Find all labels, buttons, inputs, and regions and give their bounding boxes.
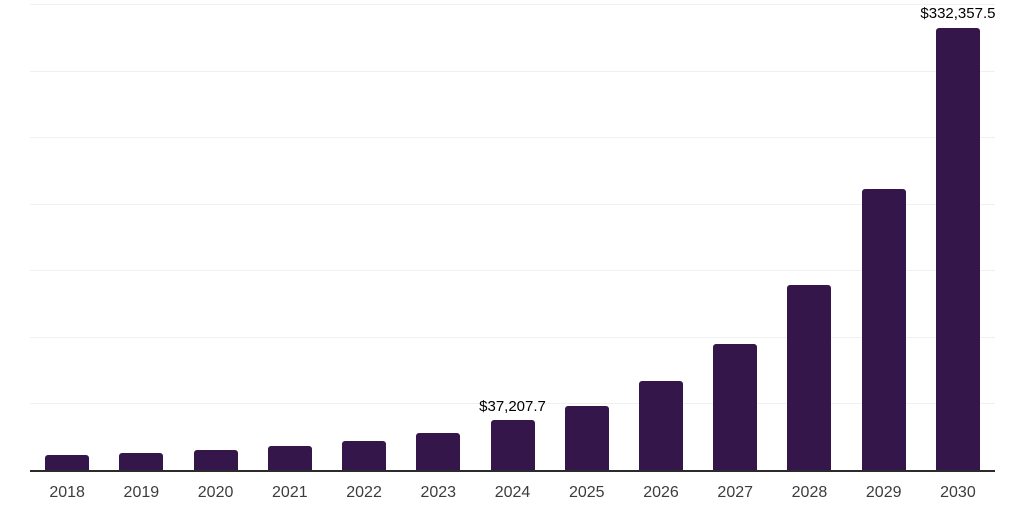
bar-2030 — [935, 27, 980, 470]
bar-slot-2029 — [847, 4, 921, 470]
gridline — [30, 336, 995, 338]
x-tick-2018: 2018 — [49, 484, 85, 501]
x-tick-2023: 2023 — [420, 484, 457, 501]
gridline — [30, 203, 995, 205]
bar-2029 — [861, 188, 906, 470]
bar-2019 — [119, 452, 164, 470]
x-tick-2022: 2022 — [346, 484, 382, 501]
gridline — [30, 70, 995, 72]
bar-2024 — [490, 420, 535, 470]
x-axis-labels: 2018 2019 2020 2021 2022 2023 2024 2025 2026 2027… — [30, 476, 995, 502]
plot-area: $37,207.7 $332,357.5 — [30, 4, 995, 472]
bar-slot-2027 — [698, 4, 772, 470]
x-tick-2025: 2025 — [568, 484, 605, 501]
value-label-2024: $37,207.7 — [479, 397, 546, 415]
gridline — [30, 137, 995, 139]
bar-slot-2026 — [624, 4, 698, 470]
bar-2021 — [267, 445, 312, 470]
x-tick-2019: 2019 — [123, 484, 160, 501]
bar-2026 — [638, 381, 683, 470]
bar-2027 — [713, 344, 758, 470]
gridline — [30, 270, 995, 272]
bar-slot-2025 — [550, 4, 624, 470]
gridline — [30, 403, 995, 405]
bar-slot-2022 — [327, 4, 401, 470]
x-tick-2029: 2029 — [865, 484, 902, 501]
bar-2020 — [193, 449, 238, 470]
x-tick-2028: 2028 — [791, 484, 828, 501]
x-tick-2024: 2024 — [494, 484, 531, 501]
bar-slot-2028 — [772, 4, 846, 470]
bar-2028 — [787, 285, 832, 470]
value-label-2030: $332,357.5 — [920, 5, 996, 22]
bar-slot-2023 — [401, 4, 475, 470]
x-tick-2020: 2020 — [197, 484, 234, 501]
bar-slot-2030: $332,357.5 — [920, 4, 996, 470]
bar-slot-2021 — [253, 4, 327, 470]
gridline — [30, 4, 995, 5]
bar-2018 — [45, 455, 90, 470]
bar-slot-2019 — [104, 4, 178, 470]
bar-slot-2020 — [178, 4, 252, 470]
x-tick-2021: 2021 — [272, 484, 308, 501]
bar-2022 — [342, 440, 387, 470]
bar-slot-2024: $37,207.7 — [475, 4, 549, 470]
x-tick-2027: 2027 — [717, 484, 754, 501]
bar-2025 — [564, 406, 609, 470]
bar-2023 — [416, 432, 461, 470]
x-tick-2026: 2026 — [643, 484, 679, 501]
bars: $37,207.7 $332,357.5 — [30, 4, 995, 470]
bar-slot-2018 — [30, 4, 104, 470]
x-tick-2030: 2030 — [940, 484, 976, 501]
